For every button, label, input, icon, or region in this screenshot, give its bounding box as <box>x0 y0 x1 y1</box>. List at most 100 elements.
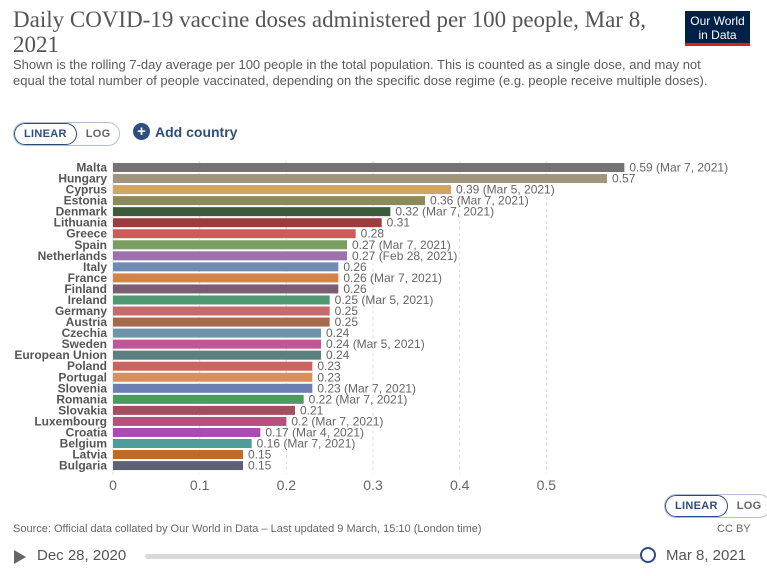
value-label: 0.23 <box>317 370 341 384</box>
category-label[interactable]: Belgium <box>60 437 107 451</box>
category-label[interactable]: Denmark <box>56 205 108 219</box>
linear-scale-button-bottom[interactable]: LINEAR <box>665 495 728 517</box>
x-tick-label: 0.2 <box>277 477 297 493</box>
x-tick-label: 0.4 <box>450 477 470 493</box>
value-label: 0.24 <box>326 348 350 362</box>
value-label: 0.24 <box>326 326 350 340</box>
category-label[interactable]: Poland <box>67 359 107 373</box>
category-label[interactable]: Romania <box>56 392 107 406</box>
value-label: 0.26 (Mar 7, 2021) <box>343 271 442 285</box>
value-label: 0.28 <box>361 227 385 241</box>
value-label: 0.27 (Feb 28, 2021) <box>352 249 457 263</box>
bars <box>113 163 625 471</box>
bar[interactable] <box>113 251 348 261</box>
value-label: 0.39 (Mar 5, 2021) <box>456 183 555 197</box>
logo-line1: Our World <box>690 14 745 28</box>
logo-line2: in Data <box>698 28 737 42</box>
category-label[interactable]: Austria <box>66 315 108 329</box>
category-label[interactable]: Portugal <box>58 370 107 384</box>
bar[interactable] <box>113 240 348 250</box>
bar[interactable] <box>113 295 330 305</box>
value-label: 0.25 (Mar 5, 2021) <box>335 293 434 307</box>
category-label[interactable]: European Union <box>14 348 107 362</box>
log-scale-button[interactable]: LOG <box>76 123 120 145</box>
bar[interactable] <box>113 416 287 426</box>
bar[interactable] <box>113 461 244 471</box>
category-label[interactable]: Croatia <box>66 425 108 439</box>
value-label: 0.36 (Mar 7, 2021) <box>430 194 529 208</box>
bar[interactable] <box>113 207 391 217</box>
category-label[interactable]: Hungary <box>58 172 107 186</box>
x-tick-label: 0.3 <box>363 477 383 493</box>
bar[interactable] <box>113 450 244 460</box>
category-label[interactable]: Malta <box>76 161 107 175</box>
add-country-label: Add country <box>155 123 238 140</box>
category-label[interactable]: Lithuania <box>54 216 108 230</box>
bar[interactable] <box>113 339 322 349</box>
category-label[interactable]: Slovenia <box>58 381 108 395</box>
category-label[interactable]: Finland <box>64 282 107 296</box>
bar[interactable] <box>113 394 304 404</box>
bar[interactable] <box>113 262 339 272</box>
bar-chart: MaltaHungaryCyprusEstoniaDenmarkLithuani… <box>14 161 728 494</box>
category-label[interactable]: Greece <box>66 227 107 241</box>
bar[interactable] <box>113 174 608 184</box>
value-label: 0.31 <box>387 216 411 230</box>
timeline-track[interactable] <box>145 554 650 559</box>
bar[interactable] <box>113 317 330 327</box>
plus-circle-icon: + <box>133 123 150 140</box>
value-label: 0.57 <box>612 172 636 186</box>
category-label[interactable]: Slovakia <box>58 403 107 417</box>
bar[interactable] <box>113 273 339 283</box>
category-label[interactable]: Germany <box>55 304 107 318</box>
category-label[interactable]: Sweden <box>62 337 107 351</box>
owid-logo[interactable]: Our World in Data <box>685 11 750 46</box>
value-label: 0.22 (Mar 7, 2021) <box>309 392 408 406</box>
value-label: 0.17 (Mar 4, 2021) <box>265 425 364 439</box>
timeline-handle[interactable] <box>640 547 656 563</box>
bar[interactable] <box>113 439 252 448</box>
value-label: 0.21 <box>300 403 324 417</box>
scale-toggle-top: LINEAR LOG <box>13 122 121 146</box>
value-label: 0.26 <box>343 282 367 296</box>
bar[interactable] <box>113 306 330 316</box>
bar[interactable] <box>113 427 261 437</box>
category-label[interactable]: Estonia <box>64 194 108 208</box>
bar[interactable] <box>113 185 452 195</box>
category-label[interactable]: Cyprus <box>66 183 108 197</box>
category-label[interactable]: Czechia <box>62 326 108 340</box>
bar[interactable] <box>113 229 356 239</box>
play-icon[interactable] <box>14 550 26 564</box>
bar[interactable] <box>113 284 339 294</box>
bar[interactable] <box>113 383 313 393</box>
chart-subtitle: Shown is the rolling 7-day average per 1… <box>13 57 708 88</box>
category-label[interactable]: Luxembourg <box>34 414 107 428</box>
category-label[interactable]: France <box>68 271 108 285</box>
bar[interactable] <box>113 405 296 415</box>
add-country-button[interactable]: + Add country <box>133 123 237 140</box>
x-tick-label: 0 <box>109 477 117 493</box>
log-scale-button-bottom[interactable]: LOG <box>727 495 767 517</box>
value-label: 0.15 <box>248 459 272 473</box>
bar[interactable] <box>113 196 426 206</box>
bar[interactable] <box>113 328 322 338</box>
category-label[interactable]: Spain <box>74 238 107 252</box>
category-label[interactable]: Bulgaria <box>59 459 107 473</box>
linear-scale-button[interactable]: LINEAR <box>14 123 77 145</box>
bar[interactable] <box>113 218 382 228</box>
value-label: 0.59 (Mar 7, 2021) <box>629 161 728 175</box>
category-label[interactable]: Ireland <box>68 293 107 307</box>
value-label: 0.26 <box>343 260 367 274</box>
value-label: 0.16 (Mar 7, 2021) <box>257 437 356 451</box>
category-label[interactable]: Netherlands <box>38 249 108 263</box>
bar[interactable] <box>113 361 313 371</box>
bar[interactable] <box>113 350 322 360</box>
category-label[interactable]: Latvia <box>72 448 107 462</box>
bar[interactable] <box>113 372 313 382</box>
category-label[interactable]: Italy <box>83 260 107 274</box>
category-labels: MaltaHungaryCyprusEstoniaDenmarkLithuani… <box>14 161 107 473</box>
bar[interactable] <box>113 163 625 172</box>
license-link[interactable]: CC BY <box>717 523 751 535</box>
x-tick-label: 0.5 <box>537 477 557 493</box>
value-label: 0.23 <box>317 359 341 373</box>
